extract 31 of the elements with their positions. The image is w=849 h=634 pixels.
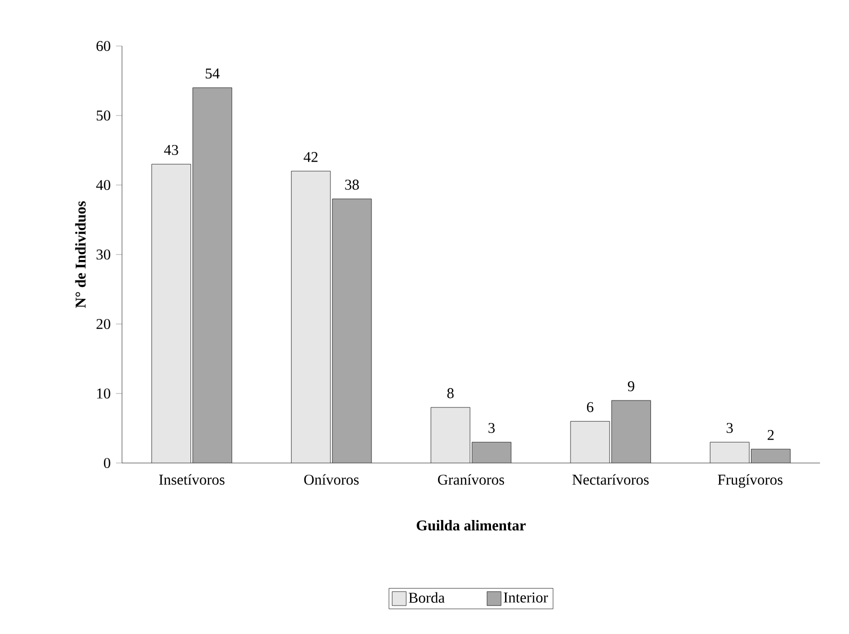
y-axis-title: N° de Individuos xyxy=(75,201,86,308)
data-label: 6 xyxy=(586,402,594,412)
data-label: 54 xyxy=(206,68,220,79)
bar xyxy=(291,171,330,464)
data-label: 3 xyxy=(488,422,495,433)
data-label: 9 xyxy=(628,381,634,392)
data-label: 38 xyxy=(345,180,359,190)
x-tick-label: Onívoros xyxy=(304,474,359,485)
y-tick-label: 20 xyxy=(96,318,110,330)
bar xyxy=(710,442,750,464)
y-tick-label: 60 xyxy=(96,40,110,52)
data-label: 8 xyxy=(447,388,454,398)
data-label: 2 xyxy=(768,430,774,440)
x-tick-label: Granívoros xyxy=(438,474,504,485)
bar xyxy=(570,421,610,464)
bar xyxy=(430,407,470,464)
x-axis-title: Guilda alimentar xyxy=(416,520,526,531)
y-tick-label: 50 xyxy=(96,110,110,121)
data-label: 43 xyxy=(164,144,178,155)
x-tick-label: Frugívoros xyxy=(718,474,782,488)
y-tick-label: 10 xyxy=(97,388,110,399)
legend-label: Interior xyxy=(504,592,548,603)
x-tick-label: Insetívoros xyxy=(159,474,224,485)
data-label: 3 xyxy=(726,422,733,433)
y-tick-label: 0 xyxy=(104,458,110,468)
bar xyxy=(152,164,191,464)
y-tick-label: 30 xyxy=(96,249,110,260)
legend-label: Borda xyxy=(408,592,445,603)
data-label: 42 xyxy=(304,152,318,162)
y-tick-label: 40 xyxy=(96,180,110,190)
x-tick-label: Nectarívoros xyxy=(572,474,649,485)
